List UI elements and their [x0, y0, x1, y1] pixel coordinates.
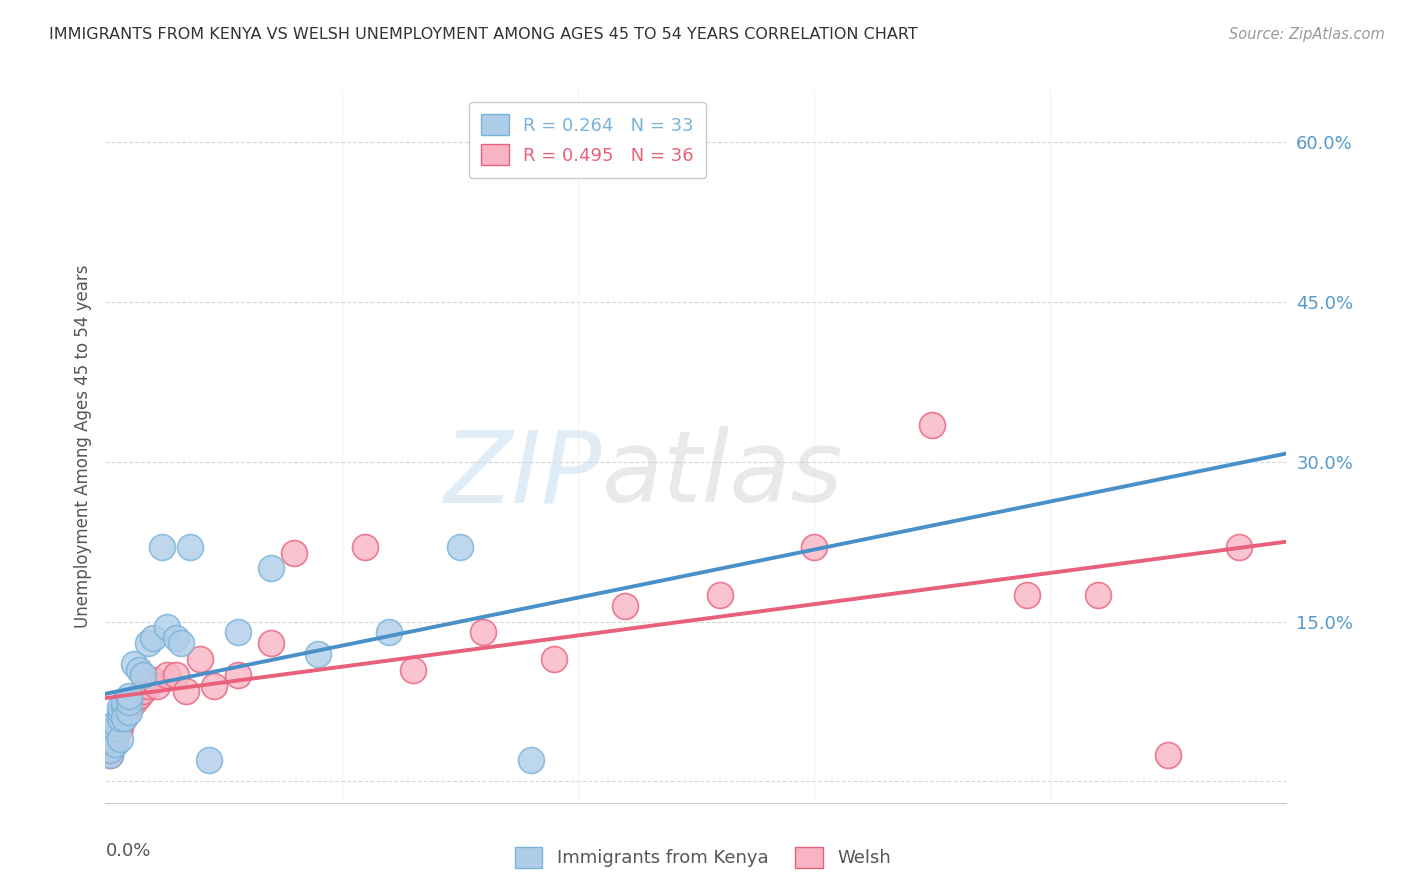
Point	[112, 706, 135, 720]
Point	[202, 679, 225, 693]
Point	[112, 695, 135, 709]
Point	[519, 753, 541, 767]
Point	[543, 652, 565, 666]
Point	[156, 620, 179, 634]
Point	[188, 652, 211, 666]
Point	[378, 625, 401, 640]
Text: ZIP: ZIP	[443, 426, 602, 523]
Point	[921, 417, 943, 432]
Point	[179, 540, 201, 554]
Point	[614, 599, 637, 613]
Point	[803, 540, 825, 554]
Point	[112, 710, 135, 724]
Point	[449, 540, 471, 554]
Point	[1087, 588, 1109, 602]
Point	[260, 636, 283, 650]
Point	[136, 679, 159, 693]
Point	[104, 737, 127, 751]
Point	[98, 747, 121, 762]
Point	[1157, 747, 1180, 762]
Point	[136, 636, 159, 650]
Point	[354, 540, 377, 554]
Legend: Immigrants from Kenya, Welsh: Immigrants from Kenya, Welsh	[505, 836, 901, 879]
Point	[174, 684, 197, 698]
Point	[198, 753, 221, 767]
Text: atlas: atlas	[602, 426, 844, 523]
Point	[108, 715, 131, 730]
Point	[104, 715, 127, 730]
Point	[226, 668, 249, 682]
Point	[108, 731, 131, 746]
Point	[104, 726, 127, 740]
Point	[108, 721, 131, 735]
Point	[112, 700, 135, 714]
Point	[142, 631, 165, 645]
Point	[118, 706, 141, 720]
Point	[472, 625, 495, 640]
Point	[156, 668, 179, 682]
Point	[260, 561, 283, 575]
Text: 0.0%: 0.0%	[105, 842, 150, 860]
Point	[146, 679, 169, 693]
Point	[108, 706, 131, 720]
Text: IMMIGRANTS FROM KENYA VS WELSH UNEMPLOYMENT AMONG AGES 45 TO 54 YEARS CORRELATIO: IMMIGRANTS FROM KENYA VS WELSH UNEMPLOYM…	[49, 27, 918, 42]
Point	[165, 631, 187, 645]
Point	[132, 668, 155, 682]
Point	[283, 545, 305, 559]
Legend: R = 0.264   N = 33, R = 0.495   N = 36: R = 0.264 N = 33, R = 0.495 N = 36	[468, 102, 706, 178]
Point	[98, 747, 121, 762]
Point	[142, 673, 165, 688]
Point	[709, 588, 731, 602]
Y-axis label: Unemployment Among Ages 45 to 54 years: Unemployment Among Ages 45 to 54 years	[73, 264, 91, 628]
Point	[108, 700, 131, 714]
Point	[307, 647, 329, 661]
Point	[108, 710, 131, 724]
Point	[226, 625, 249, 640]
Point	[104, 731, 127, 746]
Point	[112, 710, 135, 724]
Point	[170, 636, 193, 650]
Point	[98, 742, 121, 756]
Point	[128, 690, 150, 704]
Point	[1227, 540, 1250, 554]
Point	[401, 663, 423, 677]
Point	[165, 668, 187, 682]
Point	[104, 721, 127, 735]
Point	[118, 690, 141, 704]
Point	[122, 657, 145, 672]
Point	[118, 695, 141, 709]
Point	[122, 695, 145, 709]
Text: Source: ZipAtlas.com: Source: ZipAtlas.com	[1229, 27, 1385, 42]
Point	[98, 731, 121, 746]
Point	[150, 540, 173, 554]
Point	[132, 684, 155, 698]
Point	[1015, 588, 1038, 602]
Point	[128, 663, 150, 677]
Point	[118, 700, 141, 714]
Point	[98, 737, 121, 751]
Point	[98, 742, 121, 756]
